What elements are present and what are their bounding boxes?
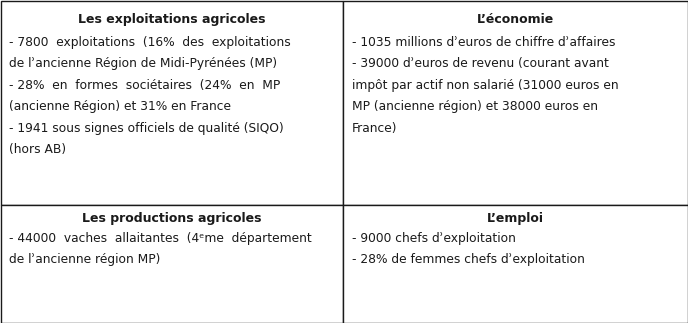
- Text: de lʾancienne région MP): de lʾancienne région MP): [9, 253, 160, 266]
- Bar: [343, 205, 687, 322]
- Text: L’économie: L’économie: [477, 13, 554, 26]
- Text: - 39000 dʾeuros de revenu (courant avant: - 39000 dʾeuros de revenu (courant avant: [352, 57, 609, 70]
- Text: - 28% de femmes chefs dʾexploitation: - 28% de femmes chefs dʾexploitation: [352, 253, 585, 266]
- Text: MP (ancienne région) et 38000 euros en: MP (ancienne région) et 38000 euros en: [352, 100, 598, 113]
- Text: - 1035 millions dʾeuros de chiffre dʾaffaires: - 1035 millions dʾeuros de chiffre dʾaff…: [352, 36, 616, 49]
- Text: Les productions agricoles: Les productions agricoles: [82, 212, 261, 225]
- Text: impôt par actif non salarié (31000 euros en: impôt par actif non salarié (31000 euros…: [352, 79, 619, 92]
- Text: - 7800  exploitations  (16%  des  exploitations: - 7800 exploitations (16% des exploitati…: [9, 36, 291, 49]
- Text: - 44000  vaches  allaitantes  (4ᵉme  département: - 44000 vaches allaitantes (4ᵉme départe…: [9, 232, 312, 245]
- Bar: [1, 1, 343, 205]
- Text: - 28%  en  formes  sociétaires  (24%  en  MP: - 28% en formes sociétaires (24% en MP: [9, 79, 280, 92]
- Text: Les exploitations agricoles: Les exploitations agricoles: [78, 13, 266, 26]
- Text: (hors AB): (hors AB): [9, 143, 66, 156]
- Text: - 9000 chefs dʾexploitation: - 9000 chefs dʾexploitation: [352, 232, 516, 245]
- Text: - 1941 sous signes officiels de qualité (SIQO): - 1941 sous signes officiels de qualité …: [9, 121, 284, 134]
- Text: L’emploi: L’emploi: [487, 212, 544, 225]
- Text: France): France): [352, 121, 398, 134]
- Bar: [343, 1, 687, 205]
- Text: (ancienne Région) et 31% en France: (ancienne Région) et 31% en France: [9, 100, 231, 113]
- Text: de lʾancienne Région de Midi-Pyrénées (MP): de lʾancienne Région de Midi-Pyrénées (M…: [9, 57, 277, 70]
- Bar: [1, 205, 343, 322]
